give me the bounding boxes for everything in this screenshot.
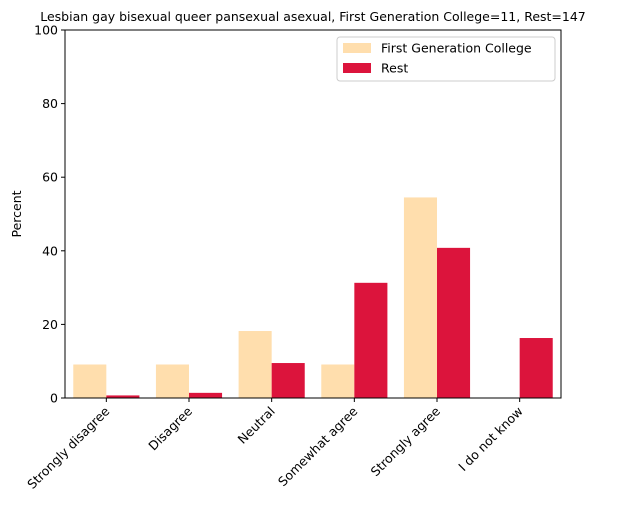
bar-rest-0 — [106, 395, 140, 398]
legend-swatch — [343, 63, 371, 73]
bar-rest-5 — [519, 338, 553, 398]
plot-frame — [64, 29, 562, 399]
bar-first-generation-4 — [403, 197, 437, 398]
y-tick-label: 20 — [42, 317, 58, 332]
chart-title: Lesbian gay bisexual queer pansexual ase… — [40, 9, 586, 24]
legend-swatch — [343, 43, 371, 53]
x-tick-label: Neutral — [235, 404, 278, 447]
legend-box — [336, 36, 556, 82]
bar-rest-3 — [354, 282, 388, 398]
x-tick-label: Disagree — [145, 403, 195, 453]
legend-label: First Generation College — [381, 41, 532, 56]
y-tick-label: 0 — [50, 391, 58, 406]
bar-first-generation-3 — [321, 364, 355, 398]
y-axis: 0 20 40 60 80 100 — [34, 23, 65, 406]
bar-rest-2 — [271, 363, 305, 398]
legend-label: Rest — [381, 61, 408, 76]
bar-first-generation-1 — [155, 364, 189, 398]
y-tick-label: 40 — [42, 243, 58, 258]
y-tick-label: 80 — [42, 96, 58, 111]
bars-layer — [73, 197, 553, 398]
bar-rest-1 — [189, 392, 223, 398]
y-tick-label: 60 — [42, 170, 58, 185]
legend: First Generation College Rest — [336, 36, 556, 82]
x-tick-label: I do not know — [455, 404, 526, 475]
x-tick-label: Somewhat agree — [275, 403, 361, 489]
x-tick-label: Strongly agree — [368, 403, 444, 479]
x-tick-label: Strongly disagree — [24, 403, 112, 491]
x-axis: Strongly disagree Disagree NeutralSomewhat… — [24, 398, 526, 492]
bar-first-generation-0 — [73, 364, 107, 398]
y-axis-label-group: Percent — [9, 190, 24, 237]
y-axis-label: Percent — [9, 190, 24, 237]
y-tick-label: 100 — [34, 23, 58, 38]
bar-first-generation-2 — [238, 331, 272, 398]
bar-rest-4 — [437, 247, 471, 398]
